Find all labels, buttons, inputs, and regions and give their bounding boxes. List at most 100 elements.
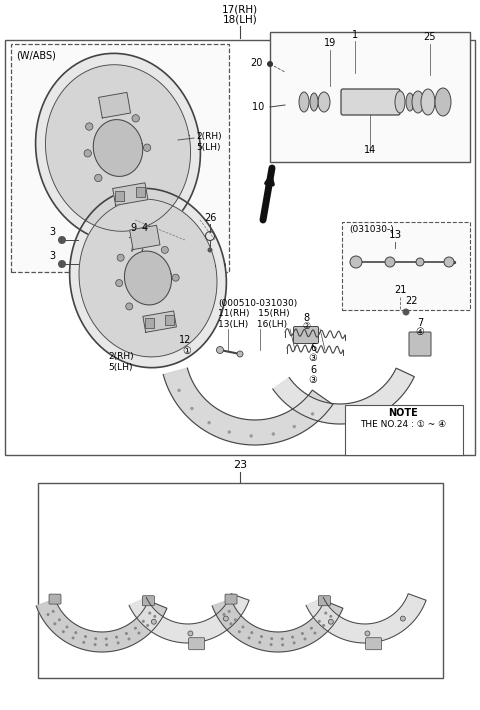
Text: ②: ②	[302, 322, 310, 331]
Circle shape	[330, 616, 332, 618]
Polygon shape	[79, 199, 217, 357]
Text: 20: 20	[251, 58, 263, 68]
Circle shape	[350, 256, 362, 268]
Circle shape	[248, 637, 250, 639]
Circle shape	[328, 619, 333, 624]
Text: 19: 19	[324, 38, 336, 48]
Text: 6: 6	[310, 365, 316, 375]
Bar	[38, 483, 443, 678]
Circle shape	[72, 637, 74, 639]
Circle shape	[272, 433, 275, 435]
Text: 11(RH)   15(RH): 11(RH) 15(RH)	[218, 309, 289, 318]
Polygon shape	[46, 65, 191, 231]
Text: NOTE: NOTE	[388, 408, 418, 418]
Polygon shape	[113, 182, 148, 205]
Circle shape	[154, 616, 156, 618]
Text: 21: 21	[394, 285, 406, 295]
Circle shape	[161, 246, 168, 253]
Circle shape	[267, 62, 273, 67]
Ellipse shape	[299, 92, 309, 112]
Circle shape	[216, 346, 224, 354]
Circle shape	[125, 633, 127, 635]
FancyBboxPatch shape	[366, 638, 382, 650]
Ellipse shape	[435, 88, 451, 116]
Circle shape	[416, 258, 424, 266]
Text: ③: ③	[309, 375, 317, 385]
FancyBboxPatch shape	[293, 327, 319, 344]
Polygon shape	[93, 119, 143, 176]
Circle shape	[242, 626, 244, 628]
Circle shape	[83, 641, 85, 643]
Circle shape	[311, 627, 312, 629]
Text: (000510-031030): (000510-031030)	[218, 299, 297, 308]
Text: 26: 26	[204, 213, 216, 223]
Circle shape	[293, 642, 295, 644]
Circle shape	[59, 236, 65, 244]
Circle shape	[208, 248, 212, 252]
FancyBboxPatch shape	[49, 594, 61, 604]
Ellipse shape	[310, 93, 318, 111]
Polygon shape	[36, 53, 201, 243]
Text: THE NO.24 : ① ~ ④: THE NO.24 : ① ~ ④	[360, 420, 446, 429]
Polygon shape	[70, 188, 227, 368]
Text: 10: 10	[252, 102, 270, 112]
Circle shape	[116, 636, 118, 638]
Circle shape	[228, 431, 230, 433]
Polygon shape	[129, 594, 249, 643]
Polygon shape	[273, 368, 414, 424]
Circle shape	[47, 613, 49, 616]
Circle shape	[191, 408, 193, 410]
Circle shape	[385, 257, 395, 267]
Polygon shape	[130, 225, 160, 249]
Circle shape	[281, 638, 283, 640]
Bar	[345, 405, 463, 455]
Circle shape	[403, 309, 409, 315]
Circle shape	[188, 631, 193, 636]
Polygon shape	[143, 311, 177, 332]
Text: 9: 9	[130, 223, 136, 233]
Circle shape	[132, 115, 139, 122]
Circle shape	[95, 638, 97, 640]
Circle shape	[84, 150, 91, 157]
Bar	[145, 319, 154, 328]
Text: 5(LH): 5(LH)	[196, 143, 220, 152]
Circle shape	[172, 274, 179, 281]
FancyBboxPatch shape	[409, 332, 431, 356]
Circle shape	[237, 351, 243, 357]
Circle shape	[223, 616, 228, 621]
Text: 18(LH): 18(LH)	[223, 15, 257, 25]
Bar	[5, 40, 475, 455]
Circle shape	[259, 641, 261, 643]
Bar	[270, 32, 470, 162]
Circle shape	[66, 626, 68, 628]
Circle shape	[238, 630, 240, 633]
Text: 3: 3	[49, 227, 55, 237]
Bar	[342, 222, 470, 310]
Circle shape	[116, 280, 123, 287]
Ellipse shape	[406, 93, 414, 111]
Circle shape	[75, 632, 77, 633]
Text: 22: 22	[406, 296, 418, 306]
Circle shape	[105, 638, 107, 640]
Circle shape	[293, 425, 295, 427]
Text: 13: 13	[388, 230, 402, 240]
Circle shape	[314, 632, 316, 634]
Ellipse shape	[395, 91, 405, 113]
Ellipse shape	[421, 89, 435, 115]
FancyBboxPatch shape	[189, 638, 204, 650]
Text: 17(RH): 17(RH)	[222, 5, 258, 15]
Circle shape	[94, 644, 96, 645]
Circle shape	[208, 422, 210, 424]
Text: 2(RH): 2(RH)	[196, 132, 222, 141]
Text: 13(LH)   16(LH): 13(LH) 16(LH)	[218, 320, 287, 329]
Text: 2(RH): 2(RH)	[108, 352, 133, 361]
Circle shape	[444, 257, 454, 267]
Text: 7: 7	[417, 318, 423, 328]
Text: 14: 14	[364, 145, 376, 155]
Polygon shape	[163, 368, 333, 445]
Circle shape	[178, 389, 180, 392]
Circle shape	[270, 644, 272, 645]
Circle shape	[250, 435, 252, 437]
Circle shape	[323, 624, 324, 626]
Text: 1: 1	[352, 30, 358, 40]
